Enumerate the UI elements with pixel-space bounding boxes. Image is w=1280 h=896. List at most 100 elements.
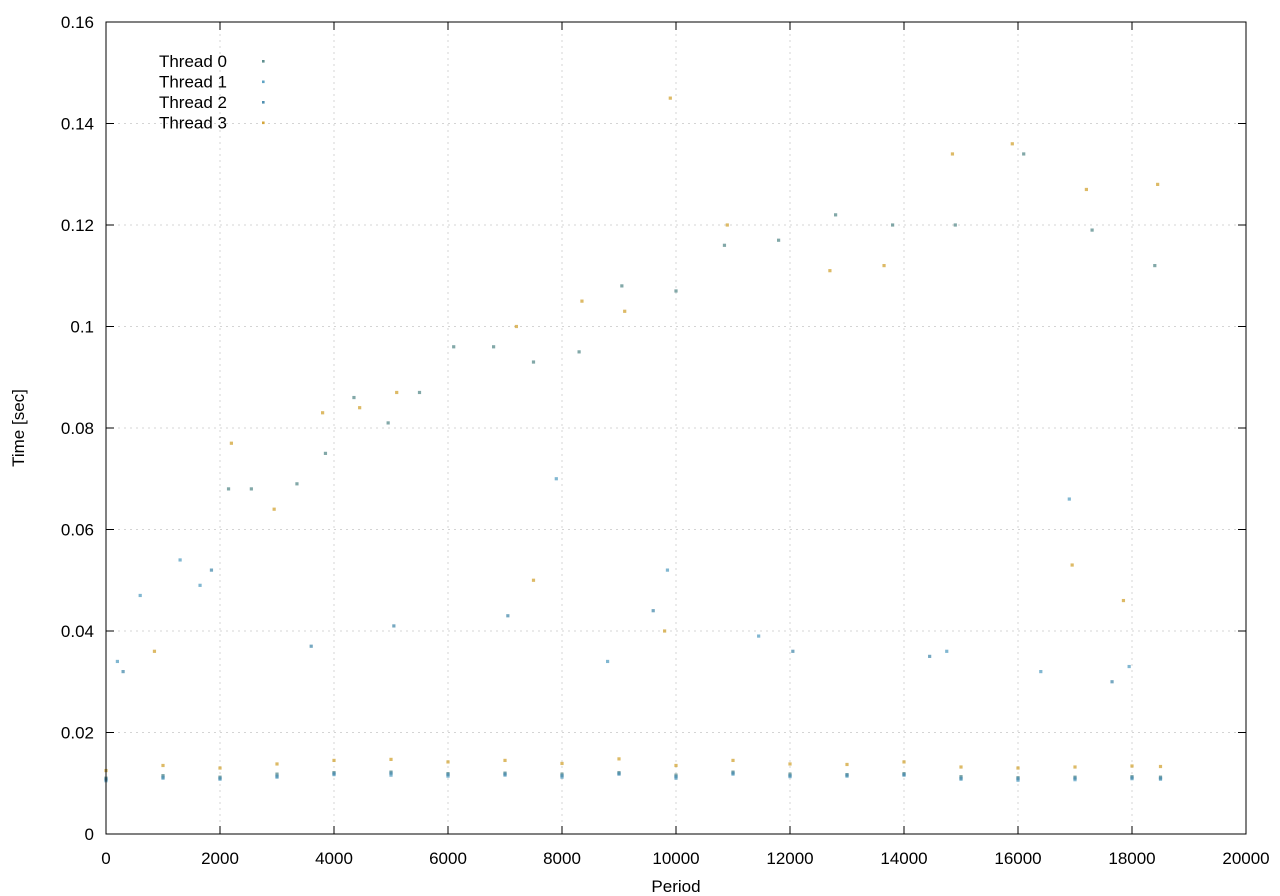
data-point <box>674 763 678 768</box>
data-point <box>1153 264 1157 268</box>
data-points <box>104 96 1163 783</box>
data-point <box>1073 765 1077 769</box>
series-thread-0 <box>104 152 1163 780</box>
data-point <box>275 772 279 776</box>
data-point <box>275 762 279 766</box>
data-point <box>560 761 564 766</box>
x-tick-label: 6000 <box>429 849 467 868</box>
data-point <box>668 96 672 100</box>
data-point <box>722 243 727 247</box>
x-tick-label: 10000 <box>652 849 699 868</box>
data-point <box>115 659 119 664</box>
tick-labels: 0 2000 4000 6000 8000 10000 12000 14000 16000 180… <box>61 13 1270 868</box>
legend-label-0: Thread 0 <box>159 52 227 71</box>
data-point <box>1130 776 1134 780</box>
data-point <box>138 593 142 598</box>
data-point <box>321 411 325 415</box>
data-point <box>1121 598 1126 603</box>
data-point <box>386 421 390 425</box>
data-point <box>229 441 233 445</box>
data-point <box>389 773 393 777</box>
legend-marker-1 <box>262 80 265 84</box>
legend-label-3: Thread 3 <box>159 114 227 133</box>
x-tick-label: 8000 <box>543 849 581 868</box>
data-point <box>651 609 655 613</box>
legend-label-2: Thread 2 <box>159 93 227 112</box>
series-thread-3 <box>104 96 1163 773</box>
y-tick-label: 0.06 <box>61 521 94 540</box>
legend-marker-0 <box>262 60 265 63</box>
legend-marker-2 <box>262 101 265 104</box>
data-point <box>446 773 450 777</box>
data-point <box>198 583 202 587</box>
legend-label-1: Thread 1 <box>159 73 227 92</box>
data-point <box>1158 776 1163 780</box>
data-point <box>674 775 678 779</box>
data-point <box>560 774 564 778</box>
data-point <box>959 776 963 780</box>
y-tick-label: 0.16 <box>61 13 94 32</box>
data-point <box>725 223 729 227</box>
data-point <box>554 477 558 481</box>
tick-marks <box>105 21 1247 835</box>
data-point <box>902 760 906 764</box>
data-point <box>580 299 584 303</box>
data-point <box>506 614 510 618</box>
data-point <box>178 558 182 562</box>
data-point <box>606 659 610 664</box>
data-point <box>1127 664 1131 669</box>
data-point <box>332 758 336 763</box>
data-point <box>531 360 536 364</box>
data-point <box>275 774 279 778</box>
data-point <box>452 345 456 349</box>
legend-marker-3 <box>262 121 265 125</box>
data-point <box>1084 187 1088 192</box>
data-point <box>834 213 838 217</box>
data-point <box>788 762 792 766</box>
data-point <box>531 578 536 582</box>
data-point <box>882 264 886 268</box>
x-tick-label: 12000 <box>766 849 813 868</box>
x-tick-label: 4000 <box>315 849 353 868</box>
data-point <box>1010 142 1014 146</box>
y-tick-label: 0.04 <box>61 622 94 641</box>
data-point <box>731 758 735 763</box>
data-point <box>389 757 393 761</box>
data-point <box>845 773 849 777</box>
data-point <box>209 568 214 572</box>
data-point <box>617 757 621 761</box>
data-point <box>1073 776 1077 780</box>
data-point <box>1022 152 1026 156</box>
data-point <box>845 762 849 767</box>
data-point <box>891 223 895 227</box>
data-point <box>1039 670 1043 674</box>
data-point <box>358 406 362 410</box>
data-point <box>1110 680 1114 684</box>
data-point <box>1156 182 1160 186</box>
data-point <box>902 773 906 777</box>
x-tick-label: 16000 <box>994 849 1041 868</box>
data-point <box>1130 764 1134 768</box>
data-point <box>1158 764 1163 769</box>
data-point <box>389 771 393 775</box>
data-point <box>1067 497 1071 501</box>
x-tick-label: 18000 <box>1108 849 1155 868</box>
y-tick-label: 0 <box>85 825 94 844</box>
x-tick-label: 14000 <box>880 849 927 868</box>
data-point <box>503 772 507 776</box>
grid-lines <box>106 22 1246 834</box>
data-point <box>332 772 336 776</box>
data-point <box>514 324 518 329</box>
y-axis-title: Time [sec] <box>9 389 28 467</box>
data-point <box>395 390 399 395</box>
data-point <box>272 507 276 511</box>
y-tick-label: 0.08 <box>61 419 94 438</box>
data-point <box>417 390 422 395</box>
data-point <box>620 284 624 288</box>
data-point <box>1070 563 1074 567</box>
data-point <box>945 649 949 653</box>
y-tick-label: 0.14 <box>61 115 94 134</box>
